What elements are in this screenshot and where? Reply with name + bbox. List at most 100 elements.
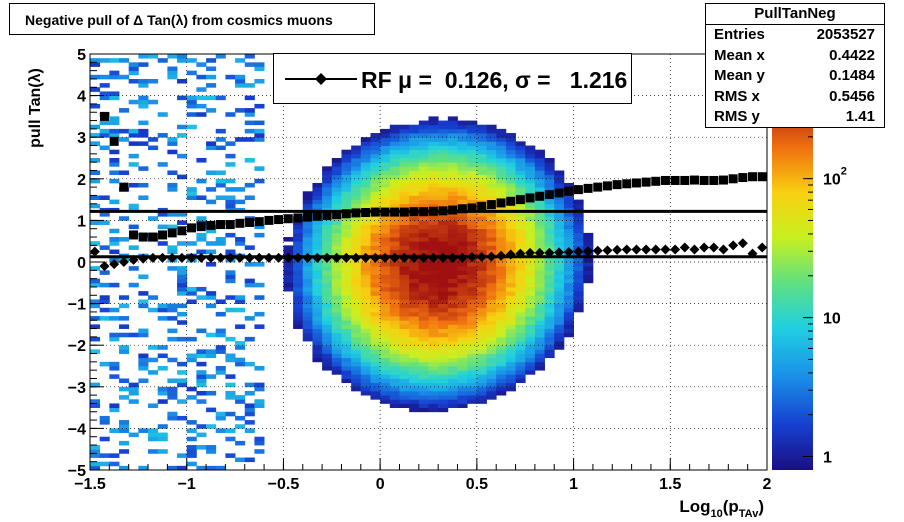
x-tick-label: 1: [569, 476, 578, 493]
heat-cell: [225, 278, 236, 284]
heat-cell: [486, 245, 497, 250]
heat-cell: [380, 386, 391, 392]
stats-label: Mean x: [714, 46, 765, 64]
heat-cell: [486, 216, 497, 221]
mean-point: [138, 253, 149, 264]
heat-cell: [486, 166, 497, 171]
heat-cell: [389, 241, 400, 246]
heat-cell: [418, 386, 429, 392]
heat-cell: [418, 128, 429, 134]
heat-cell: [409, 124, 420, 130]
heat-cell: [360, 245, 371, 250]
heat-cell: [177, 54, 188, 59]
heat-cell: [196, 424, 207, 429]
heat-cell: [138, 120, 149, 126]
heat-cell: [341, 378, 352, 384]
heat-cell: [525, 220, 536, 225]
sigma-point: [573, 185, 583, 195]
heat-cell: [331, 270, 342, 275]
heat-cell: [476, 390, 487, 396]
heat-cell: [235, 299, 246, 304]
heat-cell: [389, 203, 400, 209]
heat-cell: [476, 386, 487, 392]
heat-cell: [389, 124, 400, 130]
heat-cell: [563, 182, 574, 188]
heat-cell: [467, 390, 478, 396]
heat-cell: [476, 232, 487, 238]
heat-cell: [380, 145, 391, 151]
heat-cell: [157, 449, 168, 454]
heat-cell: [428, 220, 439, 225]
heat-cell: [370, 274, 381, 280]
heat-cell: [225, 141, 236, 146]
heat-cell: [99, 415, 110, 421]
heat-cell: [360, 145, 371, 151]
heat-cell: [554, 199, 565, 205]
heat-cell: [157, 436, 168, 442]
heat-cell: [341, 203, 352, 209]
heat-cell: [283, 282, 294, 288]
mean-point: [718, 244, 729, 255]
heat-cell: [496, 270, 507, 275]
heat-cell: [428, 241, 439, 246]
heat-cell: [554, 282, 565, 288]
heat-cell: [438, 407, 449, 413]
heat-cell: [438, 178, 449, 184]
heat-cell: [515, 282, 526, 288]
heat-cell: [99, 133, 110, 138]
heat-cell: [351, 241, 362, 246]
heat-cell: [467, 374, 478, 379]
stats-label: RMS x: [714, 87, 760, 105]
heat-cell: [360, 303, 371, 309]
heat-cell: [254, 295, 265, 300]
heat-cell: [225, 274, 236, 280]
heat-cell: [360, 345, 371, 350]
heat-cell: [244, 420, 255, 425]
sigma-point: [477, 201, 487, 211]
heat-cell: [428, 282, 439, 288]
heat-cell: [341, 320, 352, 325]
heat-cell: [206, 407, 217, 413]
heat-cell: [515, 228, 526, 234]
heat-cell: [167, 70, 178, 76]
heat-cell: [331, 328, 342, 334]
heat-cell: [351, 353, 362, 359]
heat-cell: [486, 232, 497, 238]
heat-cell: [99, 91, 110, 96]
heat-cell: [312, 332, 323, 338]
mean-point: [273, 252, 284, 263]
heat-cell: [476, 341, 487, 346]
heat-cell: [476, 170, 487, 176]
heat-cell: [467, 249, 478, 255]
heat-cell: [254, 324, 265, 329]
heat-cell: [254, 78, 265, 84]
heat-cell: [428, 316, 439, 321]
heat-cell: [438, 270, 449, 275]
heat-cell: [496, 336, 507, 342]
heat-cell: [505, 286, 516, 292]
heat-cell: [467, 282, 478, 288]
heat-cell: [525, 370, 536, 375]
stats-box: PullTanNeg Entries 2053527 Mean x 0.4422 M…: [705, 3, 885, 128]
heat-cell: [360, 295, 371, 300]
heat-cell: [563, 282, 574, 288]
stats-row: Mean y 0.1484: [706, 66, 884, 87]
heat-cell: [312, 274, 323, 280]
mean-point: [573, 246, 584, 257]
heat-cell: [534, 228, 545, 234]
heat-cell: [447, 386, 458, 392]
heat-cell: [302, 286, 313, 292]
heat-cell: [215, 465, 226, 470]
heat-cell: [389, 382, 400, 388]
heat-cell: [534, 307, 545, 313]
sigma-point: [254, 217, 264, 227]
heat-cell: [476, 307, 487, 313]
heat-cell: [302, 241, 313, 246]
heat-cell: [447, 328, 458, 334]
heat-cell: [428, 249, 439, 255]
sigma-point: [148, 232, 158, 242]
heat-cell: [312, 278, 323, 284]
heat-cell: [457, 390, 468, 396]
sigma-point: [380, 207, 390, 217]
heat-cell: [196, 195, 207, 200]
